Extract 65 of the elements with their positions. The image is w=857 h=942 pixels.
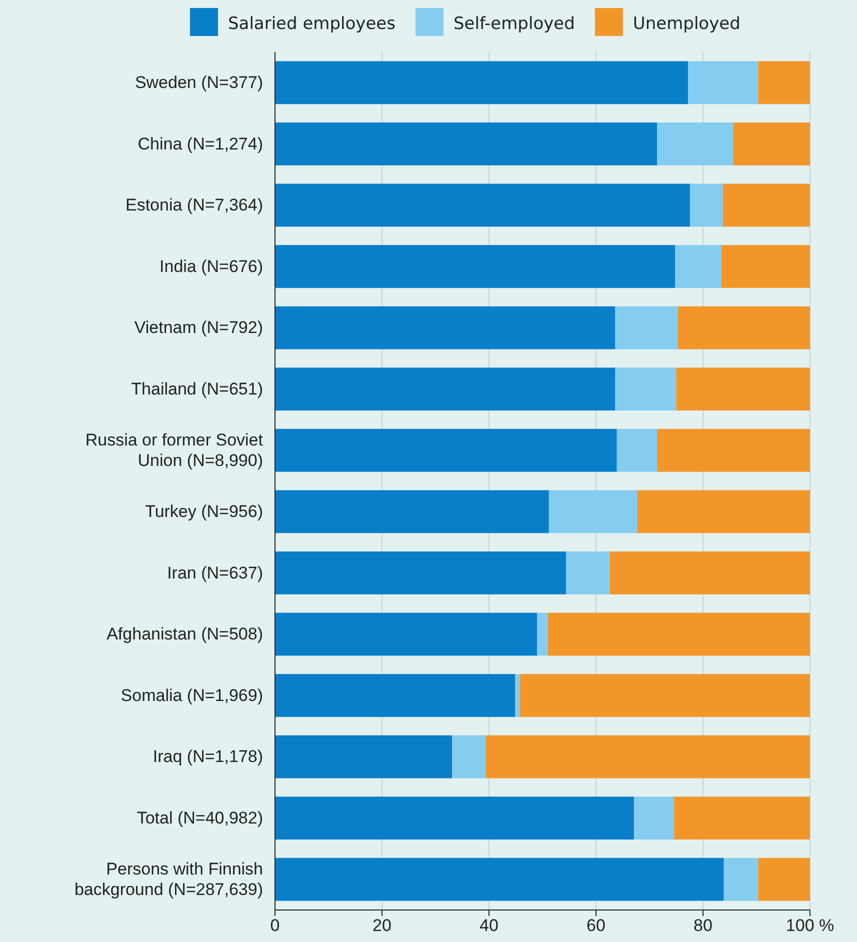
bar xyxy=(758,61,810,104)
bar xyxy=(690,184,723,227)
y-tick-label: Somalia (N=1,969) xyxy=(120,686,263,705)
bar xyxy=(275,490,549,534)
x-tick-label: 60 xyxy=(586,916,606,936)
bar xyxy=(548,490,638,534)
bar xyxy=(758,858,810,901)
y-tick-label: Thailand (N=651) xyxy=(131,380,263,399)
bar xyxy=(616,428,657,472)
bar xyxy=(515,674,520,717)
bar xyxy=(656,122,733,166)
bar xyxy=(548,612,810,656)
y-tick-label: Estonia (N=7,364) xyxy=(126,196,263,215)
bar xyxy=(275,245,676,288)
y-tick-label: Turkey (N=956) xyxy=(145,502,263,522)
bar xyxy=(678,306,810,350)
bar xyxy=(676,368,810,411)
bar xyxy=(722,184,810,227)
y-tick-label: Afghanistan (N=508) xyxy=(106,624,263,644)
bar xyxy=(275,796,634,840)
legend-label: Unemployed xyxy=(632,14,740,34)
y-tick-label: Russia or former Soviet Union (N=8,990) xyxy=(85,430,264,470)
bar xyxy=(275,61,688,104)
bar xyxy=(615,306,678,350)
bar xyxy=(275,428,617,472)
bar xyxy=(634,796,674,840)
legend-label: Self-employed xyxy=(454,14,575,34)
y-tick-label: Total (N=40,982) xyxy=(136,808,263,828)
x-tick-label: 20 xyxy=(372,916,392,936)
x-tick-label: 100 % xyxy=(786,916,834,936)
bar xyxy=(275,612,538,656)
legend-label: Salaried employees xyxy=(228,14,396,34)
bar xyxy=(520,674,810,717)
bar xyxy=(275,184,690,227)
y-tick-label: Persons with Finnish background (N=287,639) xyxy=(74,860,263,899)
bar xyxy=(275,122,657,166)
x-tick-label: 80 xyxy=(694,916,712,936)
bar xyxy=(724,858,758,901)
bar xyxy=(675,245,722,288)
bar xyxy=(275,858,724,901)
bar xyxy=(275,735,452,778)
y-tick-label: India (N=676) xyxy=(160,256,263,276)
y-tick-label: Sweden (N=377) xyxy=(134,73,263,92)
bar xyxy=(275,674,516,717)
bar xyxy=(615,368,676,411)
bar xyxy=(610,551,810,594)
y-tick-label: Vietnam (N=792) xyxy=(134,318,263,338)
bar xyxy=(732,122,810,166)
bar xyxy=(688,61,758,104)
bar xyxy=(637,490,810,534)
bar xyxy=(656,428,810,472)
bar xyxy=(275,551,566,594)
bar xyxy=(537,612,548,656)
bar xyxy=(721,245,810,288)
y-tick-label: Iraq (N=1,178) xyxy=(152,747,263,766)
bar xyxy=(566,551,610,594)
bar xyxy=(275,306,616,350)
bar xyxy=(674,796,810,840)
x-tick-label: 0 xyxy=(270,916,280,936)
bar xyxy=(275,368,616,411)
y-tick-label: Iran (N=637) xyxy=(167,563,263,582)
y-tick-label: China (N=1,274) xyxy=(138,134,263,154)
bar xyxy=(486,735,810,778)
x-tick-label: 40 xyxy=(480,916,498,936)
bar xyxy=(452,735,486,778)
